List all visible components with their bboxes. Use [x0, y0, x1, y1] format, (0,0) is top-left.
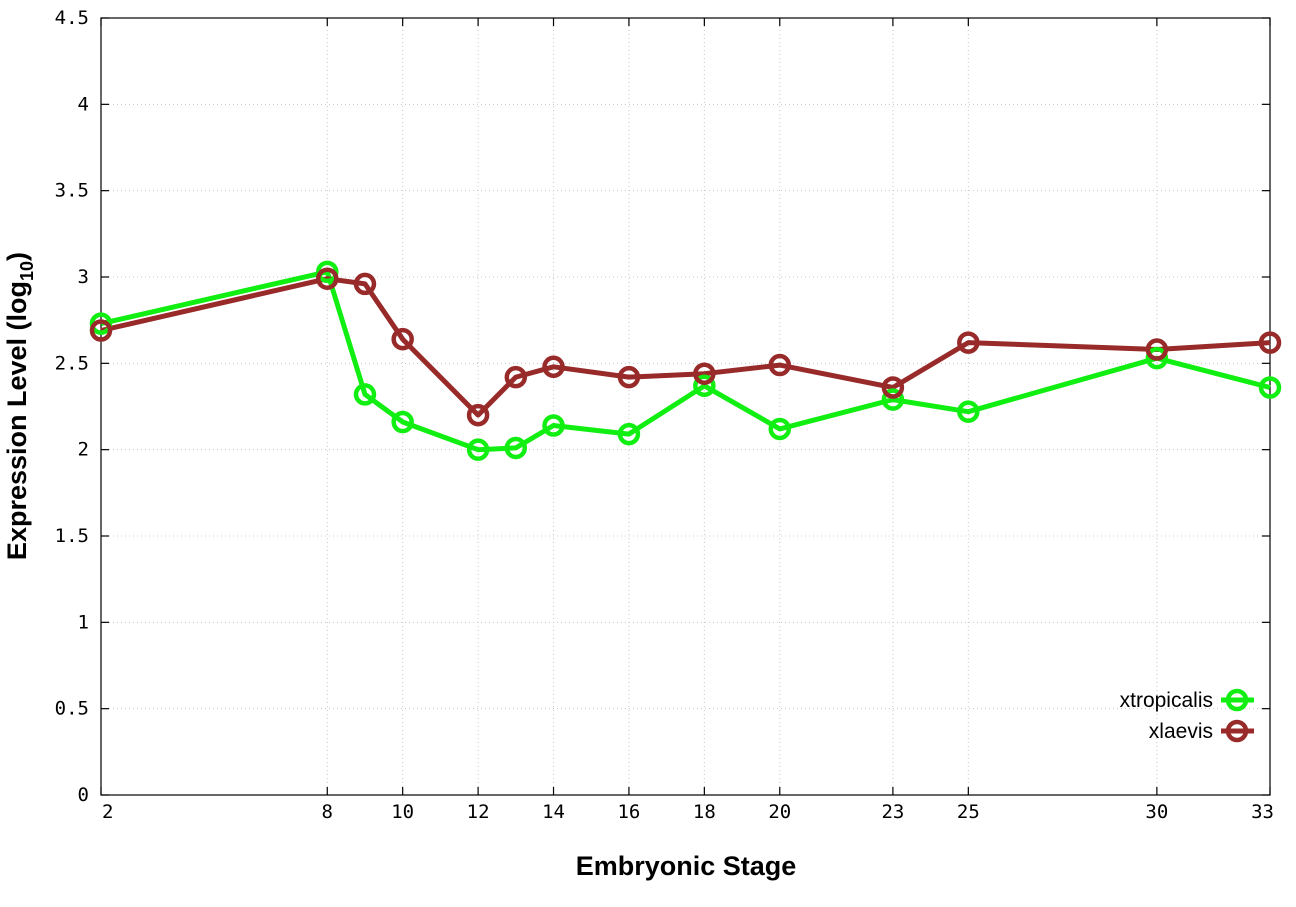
legend-swatch-marker-xtropicalis: [1225, 688, 1249, 712]
x-tick-labels: 2 8 10 12 14 16 18 20 23 25 30 33: [102, 801, 1274, 823]
data-point-xtropicalis: [1258, 376, 1282, 399]
x-tick-label: 12: [467, 801, 490, 823]
legend-label-xtropicalis: xtropicalis: [1120, 689, 1213, 712]
y-tick-label: 4.5: [55, 7, 89, 29]
data-point-xlaevis: [617, 365, 641, 389]
data-point-xtropicalis: [693, 374, 716, 398]
data-point-xlaevis: [353, 272, 377, 296]
data-point-xlaevis: [957, 331, 980, 354]
legend: xtropicalis xlaevis: [1120, 688, 1254, 743]
x-axis-title: Embryonic Stage: [576, 851, 797, 881]
data-point-xlaevis: [466, 403, 490, 427]
x-tick-label: 23: [881, 801, 904, 823]
y-tick-label: 0: [78, 784, 89, 806]
legend-label-xlaevis: xlaevis: [1149, 720, 1213, 743]
data-point-xtropicalis: [391, 410, 414, 434]
x-tick-label: 30: [1145, 801, 1168, 823]
series-line-xlaevis: [100, 276, 1271, 418]
data-point-xtropicalis: [957, 400, 980, 423]
data-point-xlaevis: [542, 355, 565, 379]
data-point-xtropicalis: [542, 414, 565, 437]
y-tick-label: 1: [78, 611, 89, 633]
y-axis-title-main: Expression Level (log: [2, 281, 32, 560]
data-point-xlaevis: [504, 365, 528, 389]
y-tick-label: 2.5: [55, 352, 89, 374]
legend-swatch-marker-xlaevis: [1225, 719, 1249, 743]
x-tick-label: 18: [693, 801, 716, 823]
x-tick-label: 16: [617, 801, 640, 823]
data-point-xtropicalis: [504, 436, 528, 460]
grid: [101, 18, 1270, 795]
y-axis-title-subscript: 10: [17, 261, 37, 281]
y-tick-label: 3.5: [55, 180, 89, 202]
y-tick-label: 3: [78, 266, 89, 288]
x-tick-label: 2: [102, 801, 113, 823]
data-point-xtropicalis: [89, 312, 113, 335]
y-axis-title: Expression Level (log10): [2, 252, 37, 560]
plot-frame: [100, 17, 1271, 796]
y-tick-labels: 0 0.5 1 1.5 2 2.5 3 3.5 4 4.5: [55, 7, 89, 806]
data-point-xtropicalis: [466, 438, 490, 461]
data-point-xlaevis: [1258, 331, 1282, 354]
data-point-xlaevis: [693, 362, 716, 385]
data-point-xtropicalis: [768, 417, 792, 441]
data-point-xtropicalis: [353, 383, 377, 406]
x-tick-label: 25: [957, 801, 980, 823]
data-point-xlaevis: [768, 353, 792, 377]
x-tick-label: 8: [322, 801, 333, 823]
data-point-xlaevis: [1145, 338, 1169, 361]
data-point-xlaevis: [89, 319, 113, 342]
y-tick-label: 2: [78, 439, 89, 461]
axis-ticks: [100, 17, 1271, 796]
data-point-xtropicalis: [1145, 346, 1169, 370]
series-line-xtropicalis: [100, 269, 1271, 453]
data-point-xlaevis: [391, 327, 414, 351]
x-tick-label: 33: [1251, 801, 1274, 823]
x-tick-label: 20: [768, 801, 791, 823]
series-group: [89, 260, 1282, 461]
y-tick-label: 1.5: [55, 525, 89, 547]
data-point-xtropicalis: [881, 388, 905, 411]
data-point-xlaevis: [881, 376, 905, 399]
data-point-xtropicalis: [316, 260, 339, 284]
y-axis-title-close: ): [2, 252, 32, 261]
data-point-xtropicalis: [617, 422, 641, 446]
y-tick-label: 0.5: [55, 698, 89, 720]
data-point-xlaevis: [316, 267, 339, 290]
y-tick-label: 4: [78, 93, 89, 115]
x-tick-label: 10: [391, 801, 414, 823]
x-tick-label: 14: [542, 801, 565, 823]
